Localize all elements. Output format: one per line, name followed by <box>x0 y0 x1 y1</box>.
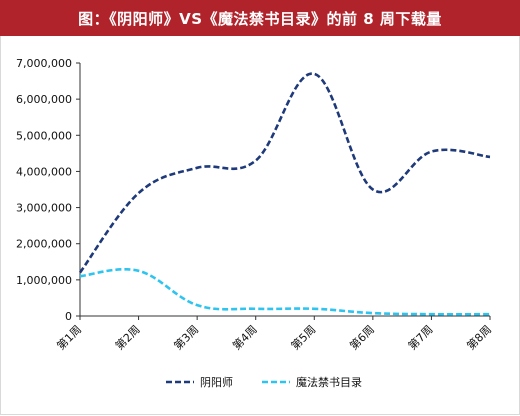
y-axis: 0 1,000,000 2,000,000 3,000,000 4,000,000 5,0… <box>16 57 81 323</box>
x-tick-label: 第4周 <box>229 322 259 352</box>
x-tick-label: 第8周 <box>464 322 494 352</box>
x-tick-label: 第5周 <box>288 322 318 352</box>
line-chart: 0 1,000,000 2,000,000 3,000,000 4,000,000 5,0… <box>16 57 494 389</box>
x-tick-label: 第3周 <box>171 322 201 352</box>
x-tick-label: 第6周 <box>347 322 377 352</box>
x-tick-label: 第7周 <box>405 322 435 352</box>
x-tick-label: 第2周 <box>112 322 142 352</box>
chart-title: 图：《阴阳师》VS《魔法禁书目录》的前 8 周下载量 <box>0 0 520 36</box>
series-layer <box>78 72 491 316</box>
x-tick-label: 第1周 <box>54 322 84 352</box>
y-tick-label: 7,000,000 <box>16 57 72 70</box>
y-tick-label: 1,000,000 <box>16 274 72 287</box>
y-tick-label: 2,000,000 <box>16 238 72 251</box>
legend-label-1: 阴阳师 <box>200 376 233 389</box>
y-tick-label: 5,000,000 <box>16 129 72 142</box>
x-axis: 第1周 第2周 第3周 第4周 第5周 第6周 第7周 第8周 <box>54 315 494 353</box>
y-tick-label: 6,000,000 <box>16 93 72 106</box>
legend: 阴阳师 魔法禁书目录 <box>166 375 362 389</box>
series-line-1 <box>78 72 491 274</box>
y-tick-label: 3,000,000 <box>16 202 72 215</box>
legend-label-2: 魔法禁书目录 <box>296 375 362 389</box>
y-tick-label: 4,000,000 <box>16 165 72 178</box>
series-line-2 <box>79 268 491 316</box>
y-tick-label: 0 <box>65 310 72 323</box>
